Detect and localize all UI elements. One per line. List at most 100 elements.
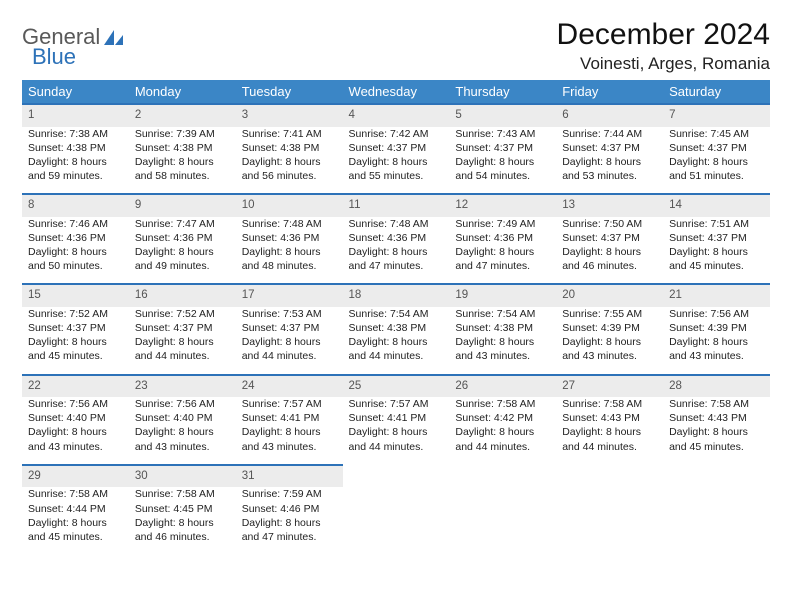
day-cell: Sunrise: 7:58 AMSunset: 4:43 PMDaylight:…	[556, 397, 663, 460]
day-cell: Sunrise: 7:57 AMSunset: 4:41 PMDaylight:…	[343, 397, 450, 460]
daylight-line2: and 50 minutes.	[28, 259, 123, 273]
day-number-cell: 13	[556, 193, 663, 217]
day-number: 20	[556, 283, 663, 307]
daylight-line2: and 58 minutes.	[135, 169, 230, 183]
day-cell: Sunrise: 7:41 AMSunset: 4:38 PMDaylight:…	[236, 127, 343, 190]
daylight-line2: and 44 minutes.	[349, 440, 444, 454]
day-number-cell: 16	[129, 283, 236, 307]
sunrise-text: Sunrise: 7:38 AM	[28, 127, 123, 141]
weekday-header: Tuesday	[236, 80, 343, 103]
title-block: December 2024 Voinesti, Arges, Romania	[557, 18, 770, 74]
day-number: 7	[663, 103, 770, 127]
day-cell-inner: Sunrise: 7:52 AMSunset: 4:37 PMDaylight:…	[22, 307, 129, 370]
day-number-cell: 18	[343, 283, 450, 307]
weekday-header: Thursday	[449, 80, 556, 103]
day-number: 15	[22, 283, 129, 307]
day-cell-inner: Sunrise: 7:57 AMSunset: 4:41 PMDaylight:…	[343, 397, 450, 460]
day-number: 13	[556, 193, 663, 217]
day-cell: Sunrise: 7:46 AMSunset: 4:36 PMDaylight:…	[22, 217, 129, 280]
daylight-line2: and 47 minutes.	[455, 259, 550, 273]
day-number-cell: 14	[663, 193, 770, 217]
sunrise-text: Sunrise: 7:48 AM	[349, 217, 444, 231]
sunset-text: Sunset: 4:37 PM	[669, 231, 764, 245]
daynum-row: 1234567	[22, 103, 770, 127]
day-cell: Sunrise: 7:53 AMSunset: 4:37 PMDaylight:…	[236, 307, 343, 370]
daylight-line1: Daylight: 8 hours	[28, 155, 123, 169]
day-cell-inner: Sunrise: 7:58 AMSunset: 4:45 PMDaylight:…	[129, 487, 236, 550]
day-number-cell: 29	[22, 464, 129, 488]
sunset-text: Sunset: 4:37 PM	[455, 141, 550, 155]
day-number: 23	[129, 374, 236, 398]
daylight-line1: Daylight: 8 hours	[669, 425, 764, 439]
daylight-line2: and 43 minutes.	[669, 349, 764, 363]
sunrise-text: Sunrise: 7:52 AM	[135, 307, 230, 321]
sunset-text: Sunset: 4:36 PM	[455, 231, 550, 245]
daylight-line1: Daylight: 8 hours	[562, 155, 657, 169]
day-number-cell: 17	[236, 283, 343, 307]
daylight-line1: Daylight: 8 hours	[562, 335, 657, 349]
day-cell: Sunrise: 7:50 AMSunset: 4:37 PMDaylight:…	[556, 217, 663, 280]
daylight-line1: Daylight: 8 hours	[135, 516, 230, 530]
day-number-cell: 23	[129, 374, 236, 398]
day-number-cell: 20	[556, 283, 663, 307]
sunrise-text: Sunrise: 7:58 AM	[135, 487, 230, 501]
daylight-line2: and 49 minutes.	[135, 259, 230, 273]
day-number: 6	[556, 103, 663, 127]
day-number: 25	[343, 374, 450, 398]
day-cell	[343, 487, 450, 550]
daylight-line1: Daylight: 8 hours	[349, 245, 444, 259]
sunset-text: Sunset: 4:40 PM	[28, 411, 123, 425]
sunset-text: Sunset: 4:37 PM	[562, 141, 657, 155]
sunrise-text: Sunrise: 7:57 AM	[242, 397, 337, 411]
daylight-line1: Daylight: 8 hours	[28, 516, 123, 530]
daylight-line1: Daylight: 8 hours	[135, 155, 230, 169]
day-cell: Sunrise: 7:47 AMSunset: 4:36 PMDaylight:…	[129, 217, 236, 280]
day-number-cell: 22	[22, 374, 129, 398]
daylight-line2: and 51 minutes.	[669, 169, 764, 183]
daylight-line2: and 45 minutes.	[28, 530, 123, 544]
day-cell-inner: Sunrise: 7:56 AMSunset: 4:40 PMDaylight:…	[129, 397, 236, 460]
day-cell: Sunrise: 7:52 AMSunset: 4:37 PMDaylight:…	[22, 307, 129, 370]
day-cell-inner: Sunrise: 7:46 AMSunset: 4:36 PMDaylight:…	[22, 217, 129, 280]
day-number: 4	[343, 103, 450, 127]
day-cell-inner: Sunrise: 7:51 AMSunset: 4:37 PMDaylight:…	[663, 217, 770, 280]
daylight-line2: and 44 minutes.	[135, 349, 230, 363]
sunset-text: Sunset: 4:37 PM	[242, 321, 337, 335]
day-number: 9	[129, 193, 236, 217]
daylight-line1: Daylight: 8 hours	[242, 155, 337, 169]
day-cell-inner: Sunrise: 7:58 AMSunset: 4:42 PMDaylight:…	[449, 397, 556, 460]
day-cell: Sunrise: 7:54 AMSunset: 4:38 PMDaylight:…	[449, 307, 556, 370]
day-number-cell: 3	[236, 103, 343, 127]
day-cell-inner: Sunrise: 7:58 AMSunset: 4:44 PMDaylight:…	[22, 487, 129, 550]
day-number: 19	[449, 283, 556, 307]
day-cell: Sunrise: 7:56 AMSunset: 4:40 PMDaylight:…	[22, 397, 129, 460]
sunrise-text: Sunrise: 7:57 AM	[349, 397, 444, 411]
daylight-line2: and 47 minutes.	[242, 530, 337, 544]
day-number: 21	[663, 283, 770, 307]
daylight-line2: and 59 minutes.	[28, 169, 123, 183]
sunset-text: Sunset: 4:37 PM	[669, 141, 764, 155]
day-cell-inner: Sunrise: 7:48 AMSunset: 4:36 PMDaylight:…	[236, 217, 343, 280]
daylight-line2: and 44 minutes.	[242, 349, 337, 363]
day-number: 17	[236, 283, 343, 307]
sunrise-text: Sunrise: 7:46 AM	[28, 217, 123, 231]
day-number-cell	[556, 464, 663, 488]
sunset-text: Sunset: 4:37 PM	[28, 321, 123, 335]
daylight-line2: and 45 minutes.	[669, 259, 764, 273]
daylight-line2: and 46 minutes.	[562, 259, 657, 273]
day-number: 28	[663, 374, 770, 398]
daylight-line1: Daylight: 8 hours	[669, 155, 764, 169]
sunrise-text: Sunrise: 7:56 AM	[669, 307, 764, 321]
sunrise-text: Sunrise: 7:51 AM	[669, 217, 764, 231]
day-cell: Sunrise: 7:54 AMSunset: 4:38 PMDaylight:…	[343, 307, 450, 370]
daylight-line1: Daylight: 8 hours	[28, 335, 123, 349]
day-content-row: Sunrise: 7:52 AMSunset: 4:37 PMDaylight:…	[22, 307, 770, 370]
sunset-text: Sunset: 4:41 PM	[349, 411, 444, 425]
weekday-header: Wednesday	[343, 80, 450, 103]
day-cell-inner: Sunrise: 7:45 AMSunset: 4:37 PMDaylight:…	[663, 127, 770, 190]
day-cell-inner: Sunrise: 7:58 AMSunset: 4:43 PMDaylight:…	[663, 397, 770, 460]
day-cell: Sunrise: 7:42 AMSunset: 4:37 PMDaylight:…	[343, 127, 450, 190]
day-cell-inner: Sunrise: 7:56 AMSunset: 4:40 PMDaylight:…	[22, 397, 129, 460]
sunrise-text: Sunrise: 7:54 AM	[455, 307, 550, 321]
day-number-cell: 25	[343, 374, 450, 398]
